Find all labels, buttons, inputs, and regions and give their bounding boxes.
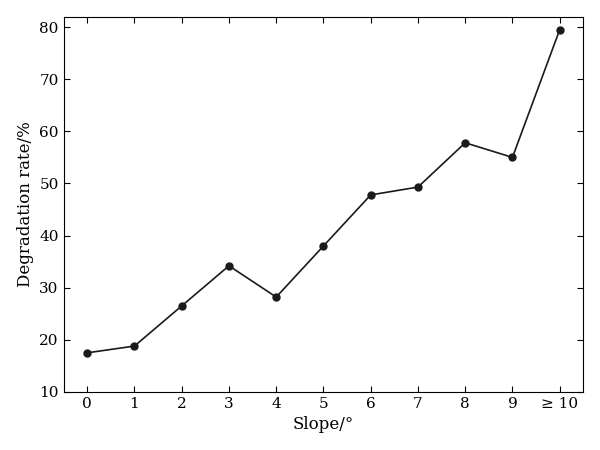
Y-axis label: Degradation rate/%: Degradation rate/% (17, 122, 34, 287)
X-axis label: Slope/°: Slope/° (293, 416, 354, 433)
